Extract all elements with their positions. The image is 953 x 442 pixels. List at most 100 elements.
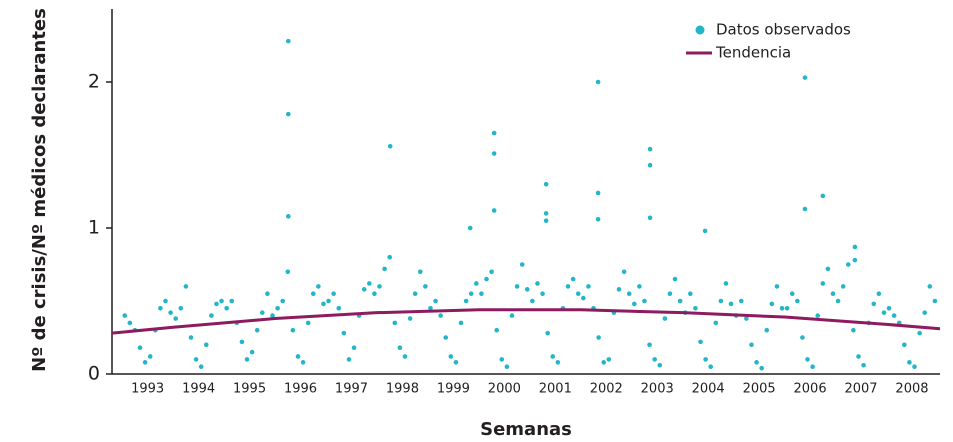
data-point	[657, 362, 663, 368]
y-axis-label: Nº de crisis/Nº médicos declarantes	[29, 8, 50, 372]
data-point	[392, 320, 398, 326]
data-point	[749, 342, 754, 348]
data-point	[856, 354, 861, 359]
data-point	[489, 269, 494, 275]
data-point	[738, 298, 744, 304]
x-tick-label: 2001	[539, 382, 572, 397]
data-point	[754, 360, 759, 365]
legend-label: Tendencia	[715, 44, 791, 62]
x-axis-label: Semanas	[480, 419, 572, 440]
data-point	[543, 218, 549, 223]
data-point	[851, 327, 856, 333]
data-point	[565, 284, 571, 289]
data-point	[270, 313, 275, 318]
data-point	[377, 284, 382, 289]
data-point	[637, 284, 642, 289]
data-point	[361, 287, 367, 292]
data-point	[351, 345, 357, 351]
data-point	[397, 345, 403, 351]
data-point	[586, 284, 591, 289]
data-point	[417, 269, 423, 275]
data-point	[168, 310, 173, 315]
data-point	[316, 284, 321, 289]
data-point	[402, 354, 408, 359]
data-point	[907, 360, 912, 365]
data-point	[702, 228, 708, 234]
data-point	[886, 306, 892, 311]
data-point	[158, 306, 163, 311]
data-point	[595, 79, 601, 85]
data-point	[543, 181, 549, 187]
data-point	[244, 357, 250, 362]
data-point	[519, 262, 525, 267]
data-point	[744, 316, 749, 321]
data-point	[453, 360, 459, 365]
data-point	[280, 298, 285, 304]
data-point	[524, 287, 530, 292]
data-point	[575, 291, 581, 297]
data-point	[595, 216, 601, 222]
data-point	[789, 291, 795, 297]
data-point	[912, 364, 917, 370]
data-point	[219, 298, 224, 304]
data-point	[764, 327, 770, 333]
data-point	[321, 301, 326, 307]
data-point	[852, 257, 858, 263]
data-point	[183, 284, 189, 289]
data-point	[876, 291, 882, 297]
data-point	[802, 75, 808, 80]
data-point	[372, 291, 377, 297]
data-point	[458, 320, 464, 326]
data-point	[514, 284, 520, 289]
data-point	[468, 291, 474, 297]
data-point	[703, 357, 708, 362]
data-point	[555, 360, 561, 365]
data-point	[479, 291, 484, 297]
data-point	[305, 320, 311, 326]
x-tick-label: 1993	[131, 382, 164, 397]
data-point	[491, 130, 497, 136]
data-point	[759, 365, 764, 371]
data-point	[198, 364, 204, 370]
data-point	[467, 225, 473, 231]
data-point	[672, 276, 678, 282]
data-point	[688, 291, 693, 297]
data-point	[122, 313, 128, 318]
x-tick-label: 2007	[844, 382, 877, 397]
data-point	[286, 111, 291, 117]
data-point	[922, 310, 928, 315]
data-point	[188, 335, 194, 340]
data-point	[509, 313, 515, 318]
data-point	[545, 330, 550, 336]
data-point	[286, 38, 291, 44]
x-tick-label: 2008	[895, 382, 928, 397]
data-point	[825, 266, 831, 272]
data-point	[820, 193, 826, 199]
data-point	[448, 354, 454, 359]
data-point	[499, 357, 505, 362]
x-tick-label: 1999	[437, 382, 470, 397]
trend-line	[111, 308, 941, 335]
data-point	[310, 291, 316, 297]
y-tick-label: 0	[88, 363, 100, 385]
data-point	[367, 281, 372, 286]
data-point	[779, 306, 785, 311]
data-point	[214, 301, 219, 307]
data-point	[530, 298, 535, 304]
data-point	[596, 335, 601, 340]
x-tick-label: 2006	[794, 382, 827, 397]
data-point	[504, 364, 510, 370]
data-point	[902, 342, 907, 348]
data-point	[616, 287, 622, 292]
data-point	[290, 327, 296, 333]
x-tick-label: 1996	[284, 382, 317, 397]
data-point	[805, 357, 810, 362]
data-point	[474, 281, 479, 286]
data-point	[642, 298, 647, 304]
data-point	[163, 298, 168, 304]
x-tick-label: 2002	[590, 382, 623, 397]
data-point	[433, 298, 438, 304]
data-point	[570, 276, 576, 282]
x-tick-label: 1995	[233, 382, 266, 397]
